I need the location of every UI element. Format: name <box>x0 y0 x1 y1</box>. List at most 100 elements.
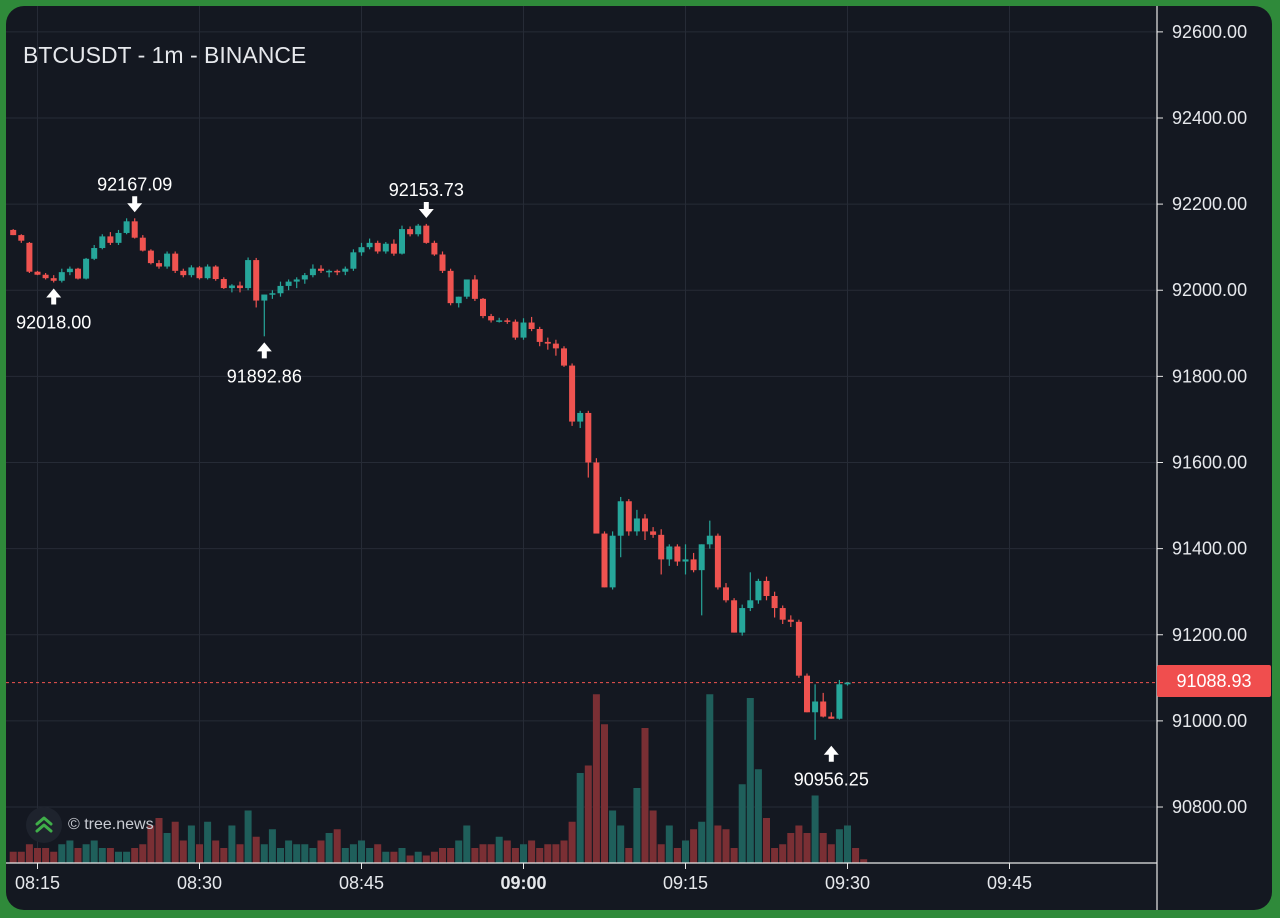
candle-body <box>504 320 511 322</box>
volume-bar <box>390 851 398 863</box>
candle-body <box>463 279 470 297</box>
candle-body <box>585 412 592 463</box>
candlestick-chart[interactable]: 92167.09 92018.00 91892.86 92153.73 90956.25… <box>6 6 1272 910</box>
candle-body <box>828 716 835 719</box>
annotation-label: 92153.73 <box>389 180 464 200</box>
volume-bar <box>463 825 471 863</box>
volume-bar <box>754 769 762 863</box>
candle-body <box>747 600 754 609</box>
candle-body <box>188 267 195 276</box>
candle-body <box>714 535 721 588</box>
price-annotations: 92167.09 92018.00 91892.86 92153.73 90956.25 <box>16 174 869 789</box>
candle <box>26 241 33 274</box>
arrow-up-icon <box>46 288 62 305</box>
candle <box>123 218 130 235</box>
candle <box>836 679 843 720</box>
volume-bar <box>268 829 276 863</box>
candle-body <box>804 675 810 713</box>
time-tick-label: 09:00 <box>500 873 546 893</box>
candle <box>237 281 243 293</box>
candle <box>75 267 81 280</box>
candle-body <box>787 619 794 622</box>
candle-body <box>755 580 762 601</box>
volume-bar <box>98 848 106 863</box>
candle <box>544 337 551 350</box>
volume-bar <box>617 825 625 863</box>
volume-bar <box>50 851 58 863</box>
volume-bar <box>852 848 860 863</box>
volume-bar <box>301 844 309 863</box>
annotation-label: 91892.86 <box>227 366 302 386</box>
volume-bar <box>844 825 851 863</box>
volume-bar <box>341 848 349 863</box>
candle <box>277 281 284 297</box>
price-tick-label: 91600.00 <box>1172 452 1247 472</box>
candle-body <box>326 270 333 273</box>
volume-bar <box>430 851 438 863</box>
candle <box>212 265 219 281</box>
watermark-text: © tree.news <box>68 816 154 833</box>
candle-body <box>18 235 25 241</box>
candle <box>147 249 154 265</box>
candle-body <box>172 253 179 271</box>
candle <box>342 266 349 276</box>
candle <box>447 268 454 306</box>
candle-body <box>763 580 770 596</box>
candle <box>552 339 559 356</box>
low-annotation: 90956.25 <box>794 745 869 790</box>
candle <box>480 297 486 319</box>
candle-body <box>350 252 357 269</box>
annotation-label: 92167.09 <box>97 174 172 194</box>
volume-bar <box>333 829 341 863</box>
grid-lines <box>6 6 1157 863</box>
volume-bar <box>520 844 527 863</box>
candle-body <box>261 294 268 301</box>
volume-bar <box>835 829 843 863</box>
candle-body <box>836 684 843 719</box>
volume-bar <box>609 810 617 863</box>
volume-bar <box>633 788 641 863</box>
candle <box>301 273 308 284</box>
candle-body <box>536 328 543 342</box>
candle-body <box>528 322 535 329</box>
candle <box>66 266 73 276</box>
candle <box>415 223 422 237</box>
volume-bar <box>260 844 268 863</box>
candle-body <box>107 236 114 243</box>
candle <box>723 583 729 603</box>
volume-bar <box>625 848 633 863</box>
candle-body <box>204 266 211 279</box>
candle <box>504 318 511 324</box>
time-tick-label: 09:30 <box>825 873 870 893</box>
candle-body <box>390 243 397 254</box>
candle <box>601 531 608 588</box>
volume-bar <box>779 844 787 863</box>
candle-body <box>447 270 454 304</box>
candle <box>731 598 738 633</box>
volume-bar <box>787 833 795 863</box>
candle-body <box>285 281 292 286</box>
candle <box>293 277 300 289</box>
price-tick-label: 92000.00 <box>1172 280 1247 300</box>
candle-body <box>439 254 446 271</box>
candle-body <box>147 250 154 264</box>
volume-bar <box>722 829 730 863</box>
chart-frame: 92167.09 92018.00 91892.86 92153.73 90956.25… <box>6 6 1272 910</box>
candle <box>261 294 268 337</box>
candle <box>228 284 235 293</box>
candle-body <box>488 316 495 321</box>
candle <box>366 238 373 250</box>
volume-bar <box>673 848 681 863</box>
candle-body <box>42 274 49 279</box>
candle-body <box>50 278 57 281</box>
candle <box>804 673 810 713</box>
volume-bar <box>511 848 519 863</box>
candle-body <box>625 501 632 532</box>
tree-news-logo-icon <box>26 807 62 843</box>
candle-body <box>164 253 171 267</box>
volume-bar <box>358 840 365 863</box>
volume-bar <box>139 844 147 863</box>
candle-body <box>690 559 697 571</box>
volume-bar <box>196 844 203 863</box>
volume-bar <box>171 821 179 863</box>
